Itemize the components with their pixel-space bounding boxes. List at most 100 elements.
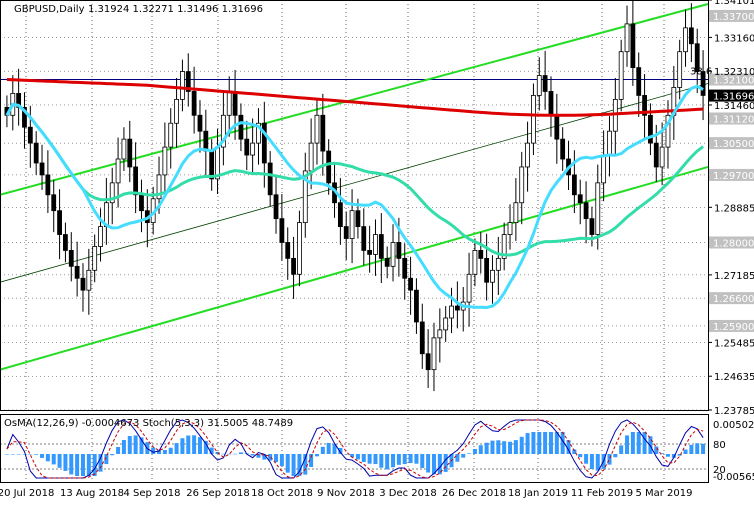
osma-bar <box>63 454 68 471</box>
osma-bar <box>168 447 173 454</box>
candle-body <box>191 91 197 116</box>
candle-body <box>624 23 630 53</box>
x-tick-label: 4 Sep 2018 <box>123 488 180 499</box>
osma-bar <box>51 454 56 465</box>
osma-bar <box>227 453 232 455</box>
osma-bar <box>116 447 121 454</box>
osma-bar <box>543 432 548 454</box>
symbol-label: GBPUSD,Daily <box>14 4 85 15</box>
candle-body <box>27 126 33 144</box>
candle-body <box>490 269 495 283</box>
osma-bar <box>525 433 530 454</box>
osma-bar <box>162 449 167 454</box>
candle-body <box>320 114 326 152</box>
candle-body <box>694 43 700 72</box>
candle-body <box>279 218 285 243</box>
x-tick-label: 26 Dec 2018 <box>442 488 506 499</box>
candle-body <box>343 226 349 239</box>
osma-bar <box>578 454 583 458</box>
ohlc-readout: 1.31924 1.32271 1.31496 1.31696 <box>88 4 263 15</box>
osma-bar <box>297 454 302 476</box>
candle-body <box>326 150 332 184</box>
price-level-text: 1.25900 <box>713 322 754 333</box>
candle-body <box>109 182 115 204</box>
stoch-main <box>6 419 704 479</box>
candle-body <box>589 218 595 235</box>
osma-bar <box>303 454 308 475</box>
candle-body <box>513 202 519 224</box>
candle-body <box>115 158 121 184</box>
candle-body <box>419 321 425 355</box>
osma-bar <box>250 454 255 456</box>
osma-bar <box>355 454 360 460</box>
candle-body <box>484 257 490 283</box>
x-tick-label: 3 Dec 2018 <box>379 488 437 499</box>
osma-bar <box>197 437 202 454</box>
candle-body <box>408 277 413 291</box>
candle-body <box>180 71 185 100</box>
candle-body <box>220 114 226 148</box>
osma-bar <box>484 442 489 454</box>
osma-bar <box>689 444 694 454</box>
candle-body <box>443 317 449 331</box>
osma-bar <box>133 435 138 454</box>
price-level-box <box>709 168 754 181</box>
price-level-label: 1.33700 <box>709 9 754 23</box>
candle-body <box>449 305 454 319</box>
osma-bar <box>262 454 267 460</box>
x-tick-label: 18 Oct 2018 <box>251 488 313 499</box>
osma-bar <box>16 454 21 455</box>
candle-body <box>127 138 133 168</box>
channel-lower <box>0 166 709 371</box>
candle-body <box>659 146 665 168</box>
price-level-text: 1.33700 <box>713 12 754 23</box>
candle-body <box>250 142 256 156</box>
osma-bar <box>238 452 243 454</box>
osma-bar <box>86 454 91 476</box>
price-level-text: 1.29700 <box>713 171 754 182</box>
trend-line <box>0 83 709 283</box>
x-tick-label: 13 Aug 2018 <box>60 488 124 499</box>
candle-body <box>244 138 250 156</box>
candle-body <box>554 114 560 140</box>
osma-bar <box>461 454 466 458</box>
osma-bar <box>420 454 425 468</box>
candle-body <box>595 182 601 235</box>
osma-bar <box>268 454 273 461</box>
candle-body <box>630 23 636 69</box>
y-tick-label: 1.28885 <box>714 203 754 214</box>
candle-body <box>98 226 103 247</box>
ma-red <box>6 78 704 117</box>
osma-bar <box>379 454 384 468</box>
candle-body <box>414 289 419 323</box>
price-level-label: 1.25900 <box>709 319 754 333</box>
candle-body <box>232 91 238 116</box>
osma-bar <box>367 454 372 464</box>
candle-body <box>402 257 408 279</box>
osma-bar <box>274 454 279 463</box>
candle-body <box>677 51 683 88</box>
candle-body <box>314 114 320 144</box>
osma-bar <box>636 432 641 454</box>
price-panel: 38.6 <box>0 0 712 392</box>
osma-bar <box>332 444 337 454</box>
osma-bar <box>320 446 325 454</box>
x-tick-label: 18 Jan 2019 <box>508 488 568 499</box>
candle-body <box>337 202 343 227</box>
price-level-text: 1.31696 <box>713 92 754 103</box>
price-level-text: 1.32100 <box>713 76 754 87</box>
stoch-signal <box>6 419 704 479</box>
osma-bar <box>80 454 85 476</box>
price-level-label: 1.30500 <box>709 137 754 150</box>
candle-body <box>642 95 647 116</box>
candle-body <box>285 242 291 259</box>
candle-body <box>425 353 431 371</box>
osma-bar <box>385 454 390 470</box>
osma-bar <box>40 454 45 458</box>
candle-body <box>273 194 279 220</box>
candle-body <box>683 27 688 53</box>
candle-body <box>133 166 139 196</box>
candle-body <box>384 257 390 267</box>
